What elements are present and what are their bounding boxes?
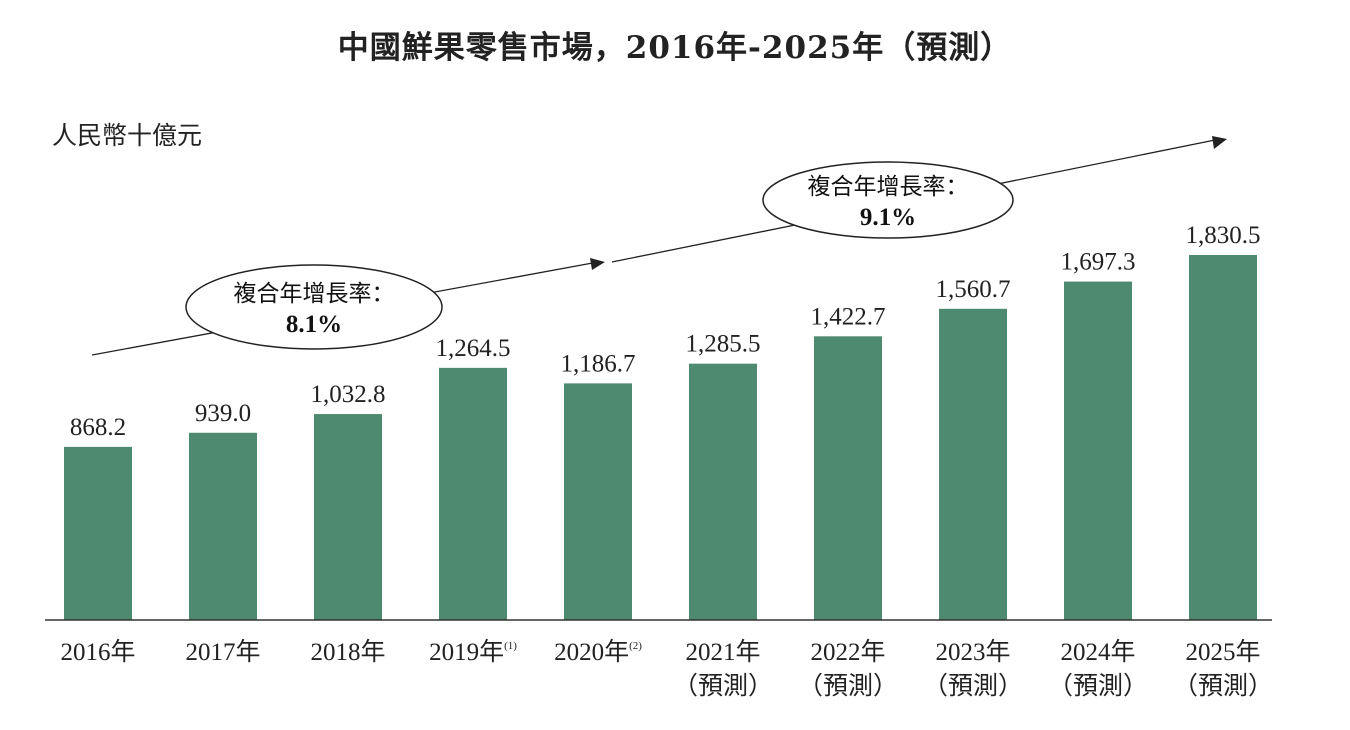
value-label: 1,032.8 (311, 381, 386, 408)
value-label: 939.0 (195, 400, 251, 427)
x-tick-sublabel: （預測） (1173, 672, 1273, 700)
bar-2020年 (564, 383, 632, 620)
value-label: 1,422.7 (811, 303, 886, 330)
bar-2021年 (689, 363, 757, 620)
bar-2018年 (314, 414, 382, 620)
bar-2017年 (189, 432, 257, 620)
bar-2016年 (64, 446, 132, 620)
bar-2019年 (439, 367, 507, 620)
x-tick-label: 2024年 (1060, 638, 1135, 666)
footnote-marker: (1) (504, 640, 517, 652)
value-label: 1,186.7 (561, 350, 636, 377)
x-tick-label: 2020年(2) (554, 638, 642, 666)
bar-2022年 (814, 336, 882, 620)
cagr-value: 9.1% (860, 204, 916, 231)
cagr-annotations-group: 複合年增長率： 8.1% 複合年增長率： 9.1% (91, 136, 1227, 356)
bar-2025年 (1189, 255, 1257, 620)
value-label: 868.2 (70, 414, 126, 441)
x-tick-label: 2019年(1) (429, 638, 517, 666)
cagr-value: 8.1% (286, 311, 342, 338)
footnote-marker: (2) (629, 640, 642, 652)
arrowhead-icon (1212, 136, 1227, 149)
value-label: 1,560.7 (936, 276, 1011, 303)
value-label: 1,830.5 (1186, 222, 1261, 249)
value-label: 1,264.5 (436, 335, 511, 362)
cagr-bubble (185, 264, 443, 350)
bar-2024年 (1064, 281, 1132, 620)
x-tick-label: 2023年 (935, 638, 1010, 666)
value-labels-group: 868.2 939.0 1,032.8 1,264.5 1,186.7 1,285.5 1,… (70, 222, 1261, 441)
bar-2023年 (939, 308, 1007, 620)
x-tick-label: 2016年 (60, 638, 135, 666)
x-tick-label: 2022年 (810, 638, 885, 666)
x-tick-labels-group: 2016年 2017年 2018年 2019年(1) 2020年(2) 2021年 （預測）… (60, 638, 1273, 700)
bars-group (64, 255, 1257, 620)
x-tick-label: 2025年 (1185, 638, 1260, 666)
x-tick-sublabel: （預測） (923, 672, 1023, 700)
value-label: 1,697.3 (1061, 249, 1136, 276)
x-tick-sublabel: （預測） (673, 672, 773, 700)
cagr-label: 複合年增長率： (808, 174, 969, 200)
y-axis-unit-label: 人民幣十億元 (52, 121, 203, 150)
cagr-bubble (762, 161, 1014, 239)
x-tick-label: 2021年 (685, 638, 760, 666)
x-tick-sublabel: （預測） (1048, 672, 1148, 700)
x-tick-label: 2018年 (310, 638, 385, 666)
value-label: 1,285.5 (686, 331, 761, 358)
cagr-label: 複合年增長率： (234, 281, 395, 307)
x-tick-sublabel: （預測） (798, 672, 898, 700)
chart-title: 中國鮮果零售市場，2016年-2025年（預測） (337, 30, 1013, 66)
x-tick-label: 2017年 (185, 638, 260, 666)
arrowhead-icon (590, 258, 605, 270)
